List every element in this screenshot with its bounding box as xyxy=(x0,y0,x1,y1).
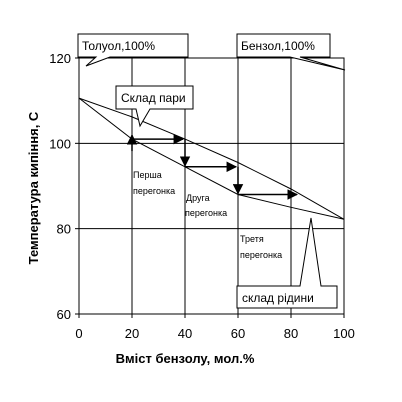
plot-area xyxy=(78,57,345,315)
liquid-curve xyxy=(78,97,345,220)
curves xyxy=(78,97,345,220)
x-tick-label: 100 xyxy=(333,326,355,341)
x-tick-label: 60 xyxy=(231,326,245,341)
x-tick-label: 0 xyxy=(75,326,82,341)
benzene-callout: Бензол,100% xyxy=(236,33,346,71)
toluene-callout: Толуол,100% xyxy=(77,33,189,67)
step-label-first: Перша перегонка xyxy=(133,170,175,196)
step-third-line2: перегонка xyxy=(240,250,282,260)
distillation-steps xyxy=(126,133,299,200)
axis-ticks: 0 20 40 60 80 100 60 80 100 120 xyxy=(49,51,355,341)
y-tick-label: 80 xyxy=(57,222,71,237)
x-tick-label: 20 xyxy=(125,326,139,341)
x-axis-title: Вміст бензолу, мол.% xyxy=(116,351,255,366)
vapor-curve xyxy=(78,97,345,220)
x-tick-label: 40 xyxy=(178,326,192,341)
step-first-line1: Перша xyxy=(133,170,162,180)
vapor-callout: Склад пари xyxy=(115,85,194,128)
liquid-callout: склад рідини xyxy=(236,217,338,309)
y-tick-label: 100 xyxy=(49,136,71,151)
liquid-label: склад рідини xyxy=(242,291,314,305)
step-first-line2: перегонка xyxy=(133,186,175,196)
step-label-second: Друга перегонка xyxy=(185,193,227,218)
benzene-label: Бензол,100% xyxy=(241,39,315,53)
step-second-line2: перегонка xyxy=(185,208,227,218)
y-axis-title: Температура кипіння, С xyxy=(26,111,41,264)
vapor-label: Склад пари xyxy=(121,91,186,105)
x-tick-label: 80 xyxy=(284,326,298,341)
step-second-line1: Друга xyxy=(186,193,210,203)
toluene-label: Толуол,100% xyxy=(82,39,155,53)
y-tick-label: 120 xyxy=(49,51,71,66)
step-third-line1: Третя xyxy=(240,234,264,244)
step-label-third: Третя перегонка xyxy=(240,234,282,260)
y-tick-label: 60 xyxy=(57,307,71,322)
